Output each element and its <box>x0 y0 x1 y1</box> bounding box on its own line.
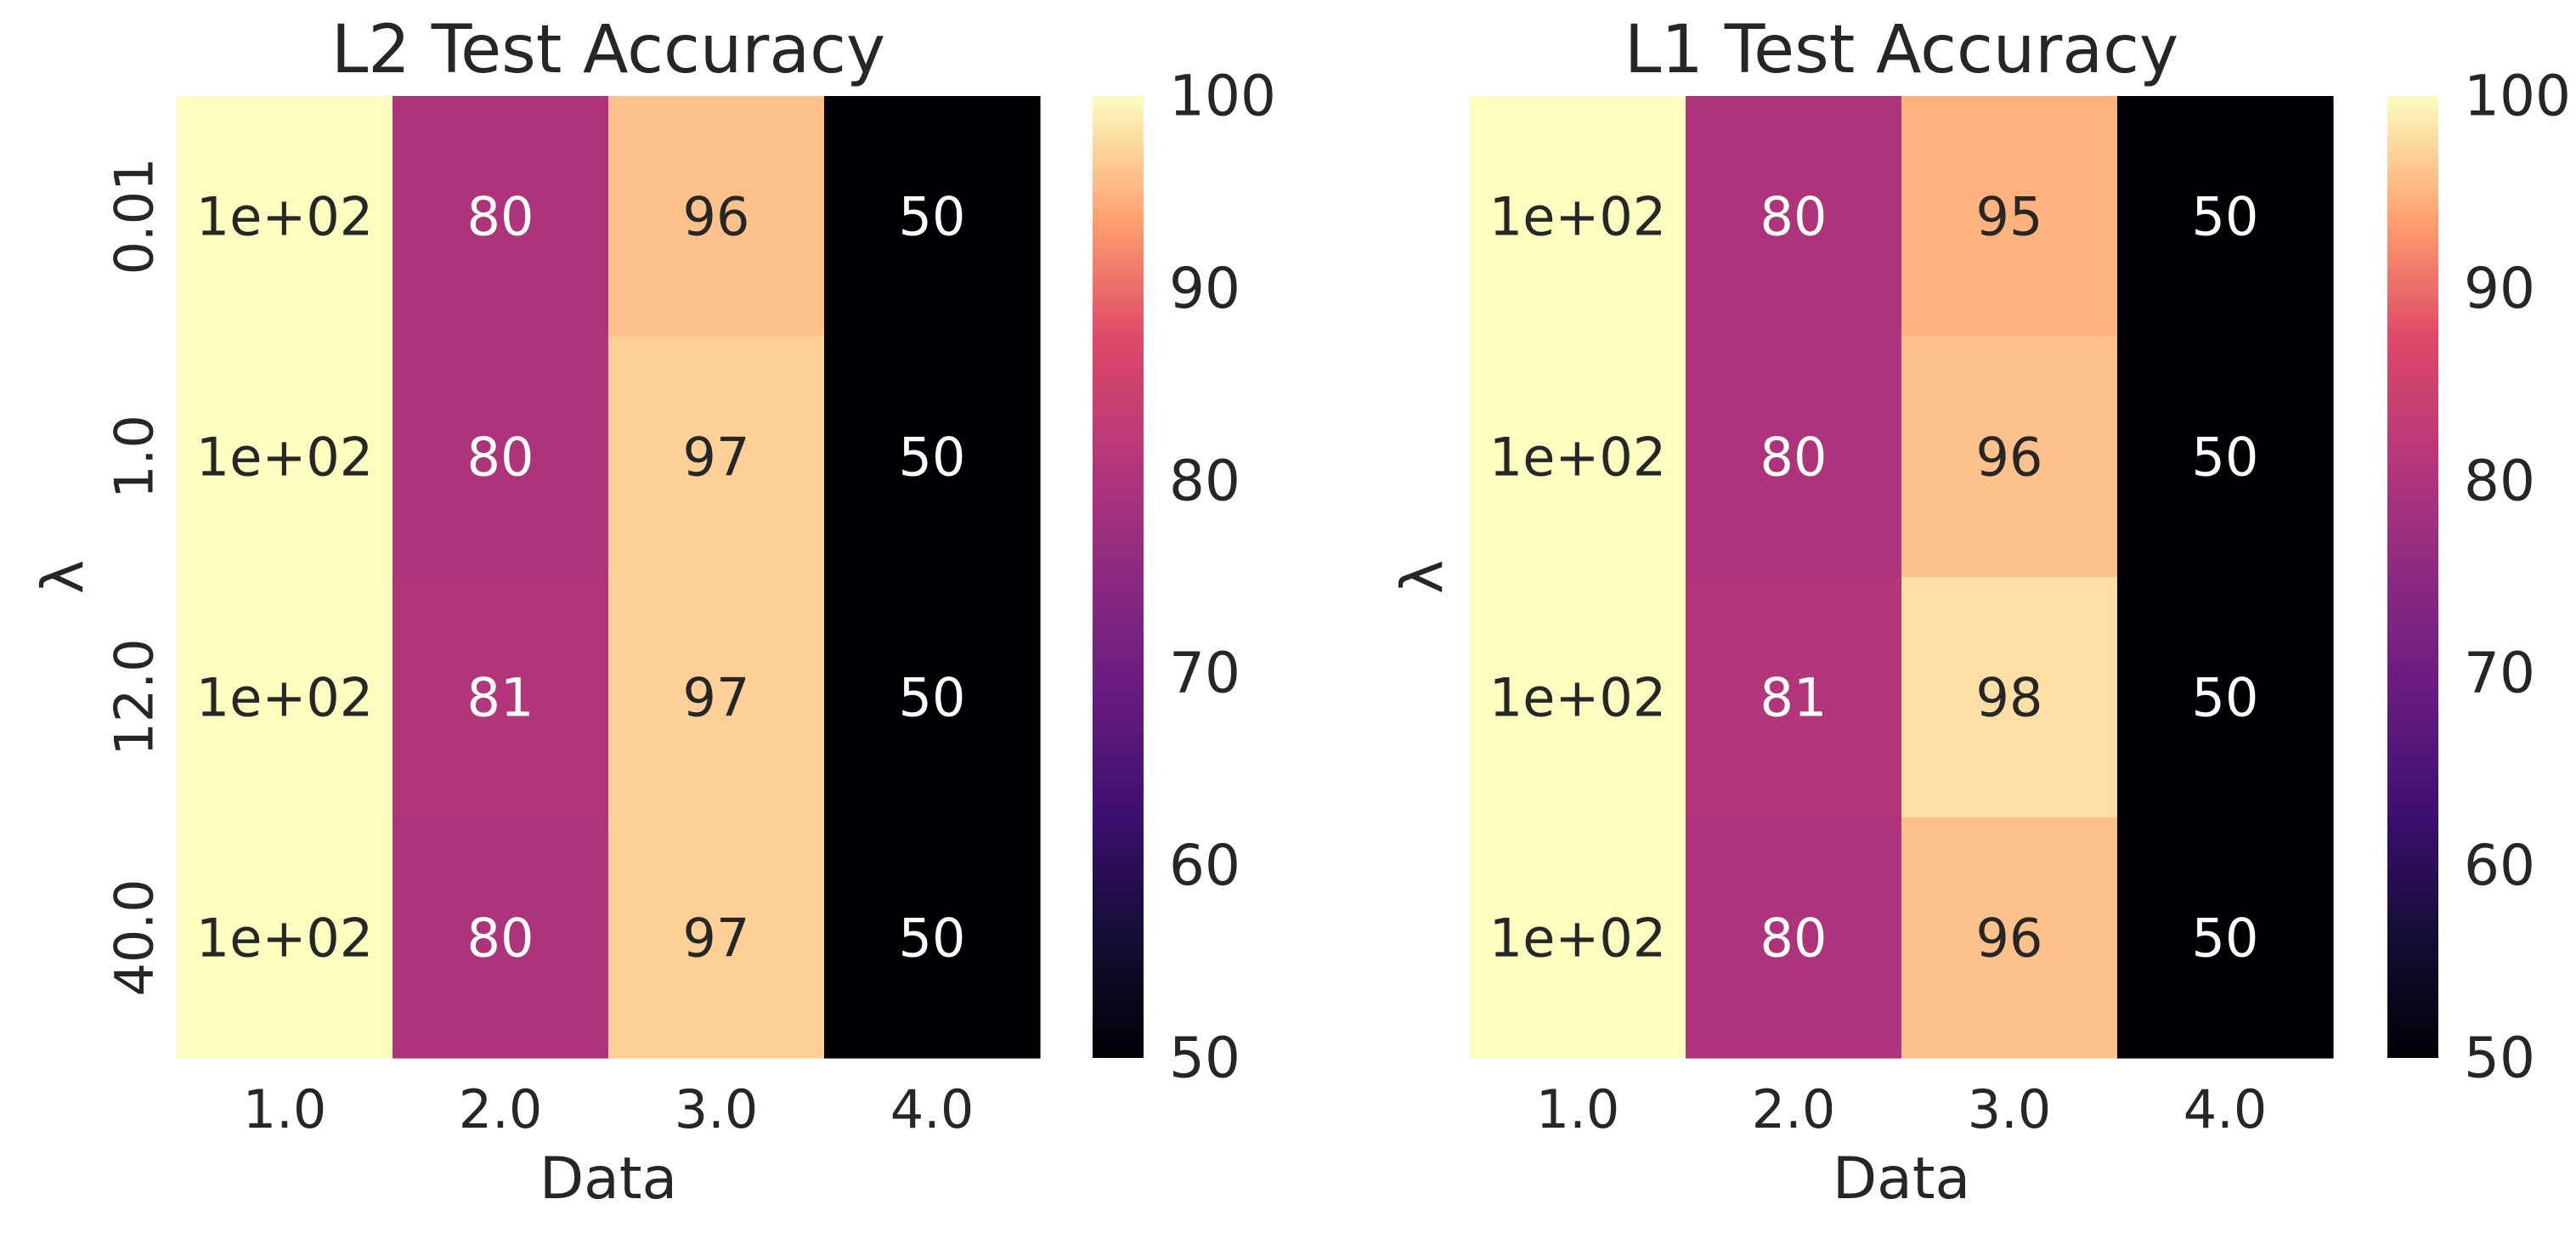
cell-value-label: 1e+02 <box>1489 667 1666 729</box>
cell-value-label: 1e+02 <box>196 427 373 489</box>
heatmap-cell-r3-c1 <box>177 577 393 818</box>
colorbar-tick-label: 60 <box>1169 833 1240 898</box>
cell-value-label: 1e+02 <box>196 186 373 248</box>
heatmap-cell-r4-c3 <box>1901 817 2118 1059</box>
cell-value-label: 1e+02 <box>196 908 373 970</box>
cell-value-label: 81 <box>467 667 534 729</box>
x-tick-label: 2.0 <box>1752 1078 1836 1140</box>
chart-title: L2 Test Accuracy <box>331 12 885 88</box>
y-tick-label: 0.01 <box>104 157 166 274</box>
cell-value-label: 80 <box>467 186 534 248</box>
y-axis-label: λ <box>1390 560 1457 594</box>
heatmap-cell-r1-c4 <box>824 96 1041 337</box>
cell-value-label: 80 <box>1760 427 1827 489</box>
cell-value-label: 96 <box>683 186 750 248</box>
heatmap-cell-r4-c2 <box>1686 817 1902 1059</box>
heatmap-cell-r2-c2 <box>393 337 609 578</box>
heatmap-cell-r4-c4 <box>2117 817 2334 1059</box>
chart-title: L1 Test Accuracy <box>1624 12 2178 88</box>
cell-value-label: 80 <box>1760 908 1827 970</box>
colorbar <box>2387 96 2438 1058</box>
x-tick-label: 3.0 <box>1968 1078 2052 1140</box>
x-axis-label: Data <box>1833 1145 1970 1213</box>
cell-value-label: 96 <box>1976 908 2043 970</box>
colorbar-tick-label: 80 <box>2464 448 2535 513</box>
colorbar-tick-label: 100 <box>2464 64 2571 129</box>
heatmap-cell-r4-c4 <box>824 817 1041 1059</box>
heatmap-cell-r4-c3 <box>608 817 825 1059</box>
y-tick-label: 12.0 <box>104 638 166 755</box>
heatmap-cell-r3-c2 <box>393 577 609 818</box>
cell-value-label: 80 <box>1760 186 1827 248</box>
colorbar-tick-label: 60 <box>2464 833 2535 898</box>
heatmap-cell-r3-c3 <box>608 577 825 818</box>
colorbar <box>1093 96 1144 1058</box>
colorbar-tick-label: 90 <box>1169 256 1240 321</box>
cell-value-label: 96 <box>1976 427 2043 489</box>
cell-value-label: 95 <box>1976 186 2043 248</box>
colorbar-tick-label: 100 <box>1169 64 1276 129</box>
x-tick-label: 3.0 <box>675 1078 759 1140</box>
heatmap-cell-r2-c4 <box>2117 337 2334 578</box>
colorbar-tick-label: 50 <box>2464 1026 2535 1091</box>
cell-value-label: 97 <box>683 667 750 729</box>
colorbar-tick-label: 90 <box>2464 256 2535 321</box>
x-tick-label: 4.0 <box>890 1078 974 1140</box>
heatmap-cell-r1-c4 <box>2117 96 2334 337</box>
heatmap-cell-r2-c3 <box>608 337 825 578</box>
heatmap-panel-2: 1e+02 80 95 50 1e+02 80 96 50 1e+02 81 98 50 1e+02 80… <box>1390 12 2571 1213</box>
heatmap-cell-r1-c1 <box>177 96 393 337</box>
heatmap-cell-r4-c2 <box>393 817 609 1059</box>
cell-value-label: 50 <box>2192 908 2259 970</box>
y-tick-label: 40.0 <box>104 879 166 996</box>
cell-value-label: 1e+02 <box>1489 186 1666 248</box>
heatmap-cell-r2-c2 <box>1686 337 1902 578</box>
colorbar-tick-label: 70 <box>1169 641 1240 706</box>
cell-value-label: 1e+02 <box>196 667 373 729</box>
heatmap-cell-r3-c2 <box>1686 577 1902 818</box>
heatmap-cell-r4-c1 <box>177 817 393 1059</box>
x-tick-label: 1.0 <box>243 1078 327 1140</box>
cell-value-label: 81 <box>1760 667 1827 729</box>
cell-value-label: 50 <box>2192 186 2259 248</box>
heatmap-cell-r4-c1 <box>1470 817 1686 1059</box>
colorbar-tick-label: 80 <box>1169 448 1240 513</box>
heatmap-cell-r1-c3 <box>1901 96 2118 337</box>
heatmap-panel-1: 1e+02 80 96 50 1e+02 80 97 50 1e+02 81 97 50 1e+02 80… <box>31 12 1276 1213</box>
heatmap-cell-r1-c3 <box>608 96 825 337</box>
heatmap-cell-r3-c1 <box>1470 577 1686 818</box>
y-tick-label: 1.0 <box>104 415 166 499</box>
heatmap-cell-r2-c1 <box>1470 337 1686 578</box>
heatmap-cell-r1-c2 <box>1686 96 1902 337</box>
heatmap-cell-r3-c3 <box>1901 577 2118 818</box>
heatmap-cell-r3-c4 <box>2117 577 2334 818</box>
cell-value-label: 97 <box>683 908 750 970</box>
cell-value-label: 50 <box>899 186 966 248</box>
x-axis-label: Data <box>539 1145 677 1213</box>
x-tick-label: 4.0 <box>2183 1078 2268 1140</box>
x-tick-label: 2.0 <box>459 1078 543 1140</box>
cell-value-label: 80 <box>467 427 534 489</box>
x-tick-label: 1.0 <box>1536 1078 1620 1140</box>
cell-value-label: 1e+02 <box>1489 908 1666 970</box>
cell-value-label: 50 <box>2192 427 2259 489</box>
heatmap-cell-r2-c1 <box>177 337 393 578</box>
cell-value-label: 98 <box>1976 667 2043 729</box>
cell-value-label: 50 <box>899 427 966 489</box>
cell-value-label: 97 <box>683 427 750 489</box>
y-axis-label: λ <box>31 560 98 594</box>
heatmap-cell-r3-c4 <box>824 577 1041 818</box>
cell-value-label: 80 <box>467 908 534 970</box>
heatmap-cell-r1-c1 <box>1470 96 1686 337</box>
heatmap-cell-r1-c2 <box>393 96 609 337</box>
colorbar-tick-label: 70 <box>2464 641 2535 706</box>
cell-value-label: 50 <box>899 908 966 970</box>
cell-value-label: 50 <box>899 667 966 729</box>
cell-value-label: 1e+02 <box>1489 427 1666 489</box>
colorbar-tick-label: 50 <box>1169 1026 1240 1091</box>
cell-value-label: 50 <box>2192 667 2259 729</box>
heatmap-cell-r2-c4 <box>824 337 1041 578</box>
heatmap-cell-r2-c3 <box>1901 337 2118 578</box>
